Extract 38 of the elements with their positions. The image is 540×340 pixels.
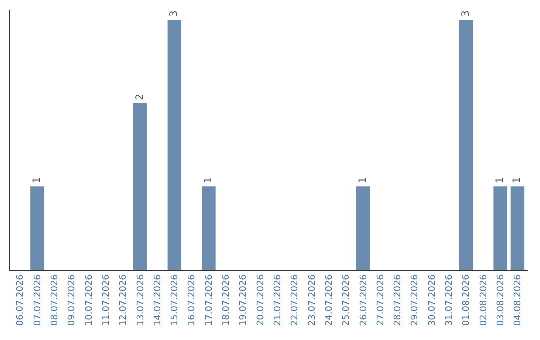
data-label: 1	[203, 177, 214, 184]
x-tick-label: 26.07.2026	[359, 274, 370, 326]
x-tick-label: 19.07.2026	[239, 274, 250, 326]
x-tick-label: 27.07.2026	[376, 274, 386, 326]
x-tick-label: 14.07.2026	[153, 274, 164, 326]
x-tick-label: 17.07.2026	[204, 274, 215, 326]
x-tick-label: 29.07.2026	[410, 274, 421, 326]
x-tick-label: 01.08.2026	[462, 274, 472, 326]
x-tick-label: 16.07.2026	[188, 274, 198, 326]
x-tick-label: 02.08.2026	[479, 274, 490, 326]
x-tick-label: 31.07.2026	[445, 274, 456, 326]
x-tick-label: 30.07.2026	[428, 274, 438, 326]
data-label: 1	[512, 177, 524, 184]
x-tick-label: 09.07.2026	[68, 274, 78, 326]
x-tick-label: 23.07.2026	[308, 274, 318, 326]
x-tick-label: 11.07.2026	[102, 274, 112, 326]
x-tick-label: 03.08.2026	[496, 274, 506, 326]
x-tick-label: 12.07.2026	[119, 274, 130, 326]
x-tick-label: 28.07.2026	[394, 274, 404, 326]
data-label: 1	[358, 177, 369, 184]
x-tick-label: 25.07.2026	[342, 274, 352, 326]
x-tick-label: 22.07.2026	[290, 274, 301, 326]
x-tick-label: 15.07.2026	[170, 274, 181, 326]
x-tick-label: 07.07.2026	[33, 274, 44, 326]
data-label: 3	[169, 10, 180, 17]
x-tick-label: 04.08.2026	[514, 274, 524, 326]
x-tick-label: 10.07.2026	[84, 274, 95, 326]
x-tick-label: 20.07.2026	[256, 274, 266, 326]
x-tick-label: 06.07.2026	[16, 274, 26, 326]
x-tick-label: 21.07.2026	[274, 274, 284, 326]
x-tick-label: 08.07.2026	[50, 274, 61, 326]
x-tick-label: 18.07.2026	[222, 274, 232, 326]
data-label: 1	[495, 177, 506, 184]
data-label: 3	[460, 10, 472, 17]
data-label: 1	[32, 177, 43, 184]
data-label: 2	[134, 94, 146, 100]
x-tick-label: 24.07.2026	[324, 274, 335, 326]
x-tick-label: 13.07.2026	[136, 274, 146, 326]
